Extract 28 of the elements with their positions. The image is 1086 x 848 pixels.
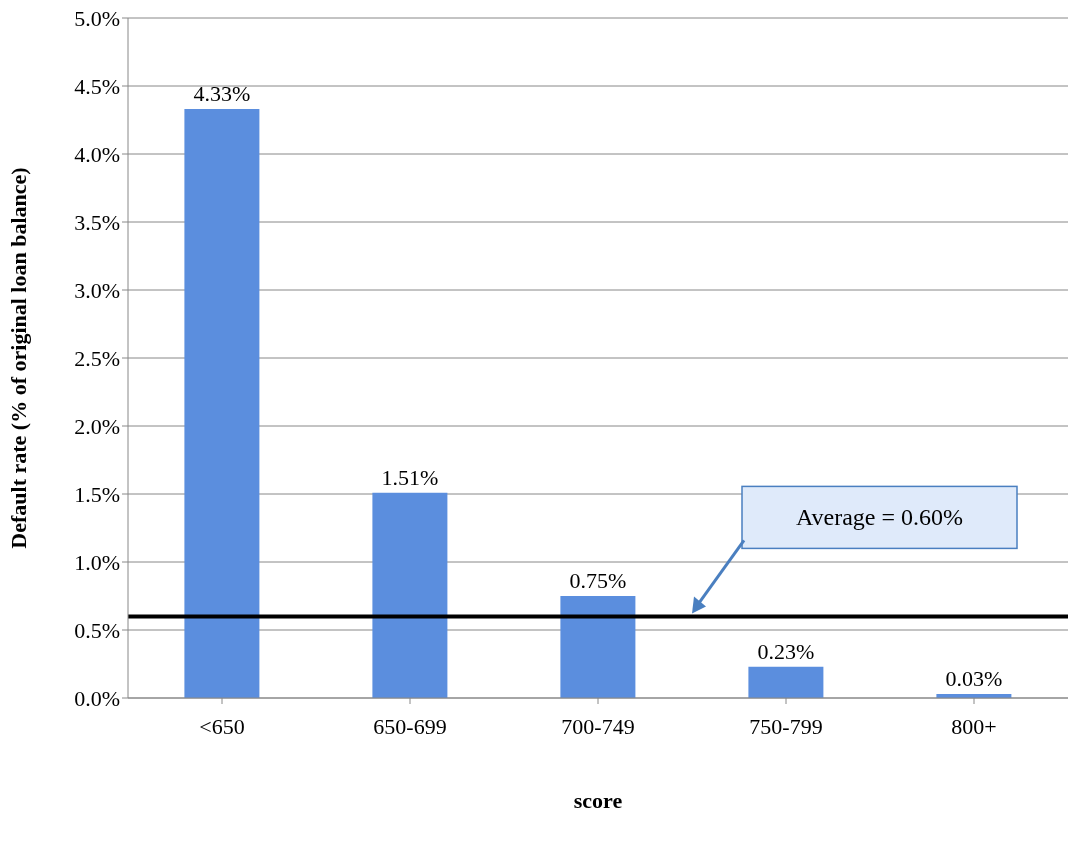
x-axis-title: score [573, 788, 623, 813]
data-label: 0.75% [569, 568, 627, 593]
x-tick-label: 650-699 [373, 713, 447, 739]
x-tick-label: <650 [199, 713, 245, 739]
y-tick-label: 4.0% [74, 141, 120, 167]
bar [560, 596, 636, 698]
data-label: 4.33% [193, 81, 251, 107]
y-axis-title: Default rate (% of original loan balance) [5, 167, 31, 549]
y-tick-label: 1.5% [74, 481, 120, 507]
data-label: 0.03% [945, 665, 1003, 691]
data-label: 1.51% [381, 464, 439, 490]
y-tick-label: 0.5% [74, 617, 120, 643]
x-tick-label: 800+ [951, 713, 997, 739]
y-tick-label: 1.0% [74, 549, 120, 575]
x-tick-label: 700-749 [561, 713, 635, 739]
y-tick-label: 5.0% [74, 5, 120, 31]
data-label: 0.23% [757, 638, 815, 664]
y-tick-label: 2.5% [74, 345, 120, 371]
bar [184, 109, 260, 698]
bar [372, 492, 448, 698]
y-tick-label: 3.0% [74, 277, 120, 303]
bar [748, 666, 824, 698]
y-tick-label: 4.5% [74, 73, 120, 99]
y-tick-label: 0.0% [74, 685, 120, 711]
y-tick-label: 2.0% [74, 413, 120, 439]
x-tick-label: 750-799 [749, 713, 823, 739]
y-tick-label: 3.5% [74, 209, 120, 235]
ref-line-label: Average = 0.60% [795, 504, 964, 531]
